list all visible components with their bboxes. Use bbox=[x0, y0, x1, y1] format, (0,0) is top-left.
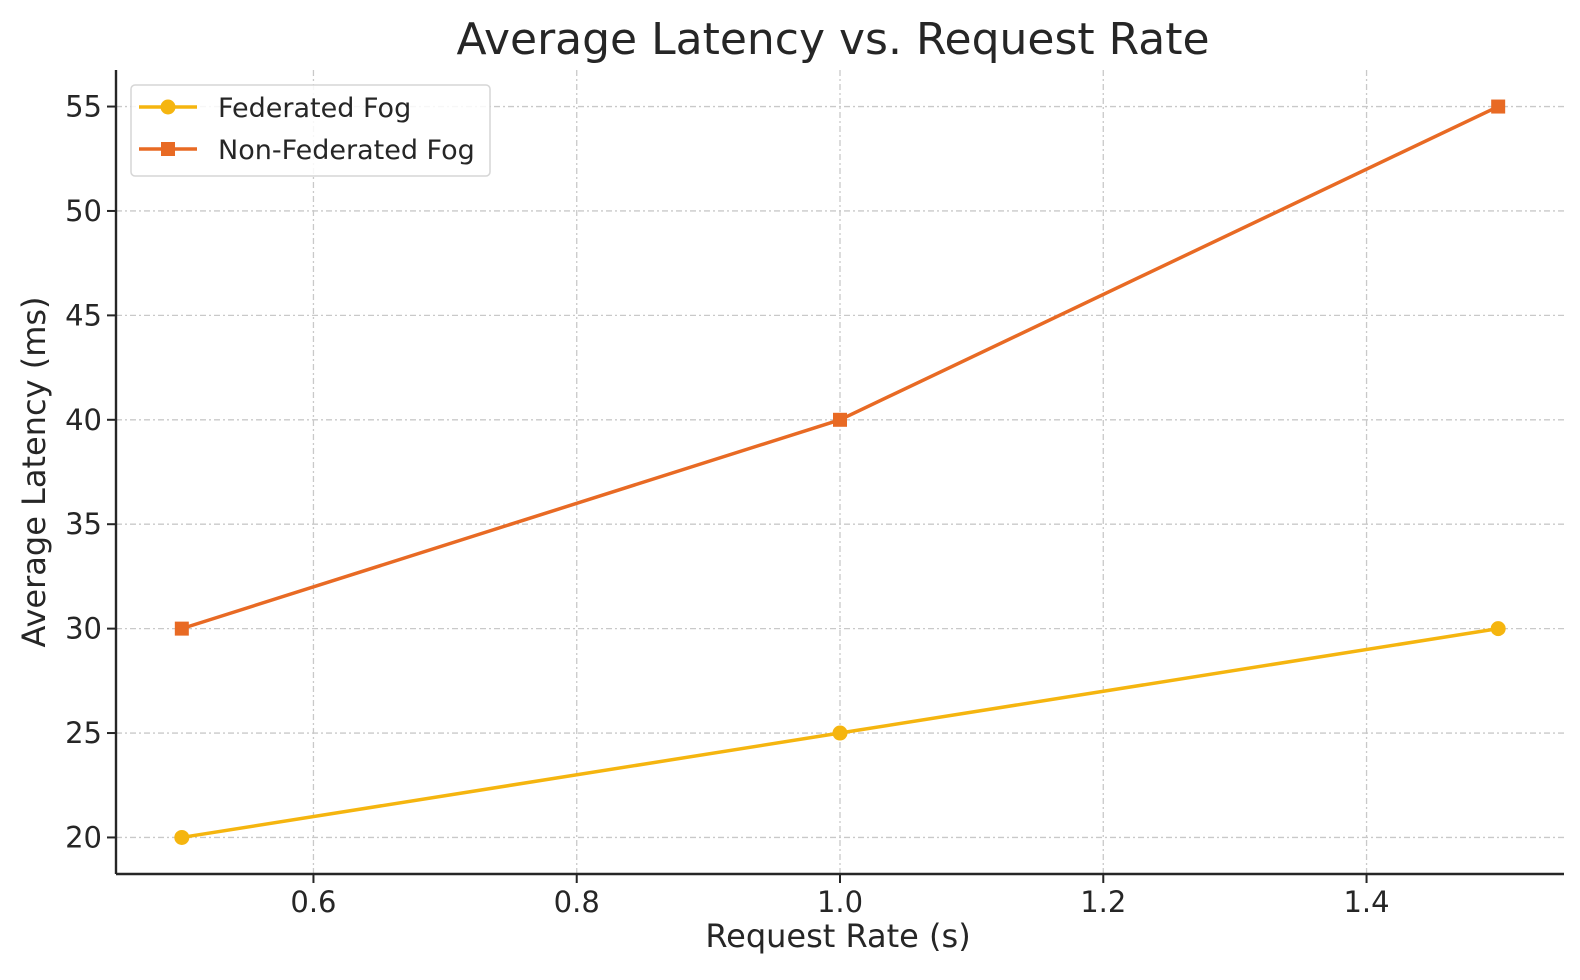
series-2 bbox=[174, 99, 1506, 636]
y-axis-label: Average Latency (ms) bbox=[15, 296, 53, 647]
data-point bbox=[833, 412, 847, 427]
series-1 bbox=[174, 621, 1506, 845]
data-point bbox=[174, 829, 190, 845]
x-tick-label: 1.0 bbox=[817, 885, 863, 919]
x-tick-label: 1.4 bbox=[1343, 885, 1389, 919]
series-layer bbox=[174, 99, 1506, 845]
y-tick-label: 45 bbox=[65, 298, 102, 332]
legend-item: Non-Federated Fog bbox=[139, 135, 475, 166]
y-tick-label: 50 bbox=[65, 194, 102, 228]
x-tick-label: 1.2 bbox=[1080, 885, 1126, 919]
legend-marker bbox=[161, 142, 175, 156]
data-point bbox=[832, 725, 848, 741]
data-point bbox=[174, 621, 189, 636]
legend-label: Non-Federated Fog bbox=[218, 135, 475, 166]
y-tick-label: 35 bbox=[65, 507, 102, 541]
x-axis-ticks: 0.6 0.8 1.0 1.2 1.4 bbox=[290, 874, 1390, 919]
legend-marker bbox=[160, 99, 176, 115]
x-axis-label: Request Rate (s) bbox=[705, 917, 970, 955]
data-point bbox=[1491, 99, 1506, 114]
y-tick-label: 55 bbox=[65, 90, 102, 124]
data-point bbox=[1490, 621, 1506, 637]
y-tick-label: 30 bbox=[65, 612, 102, 646]
grid bbox=[116, 70, 1564, 874]
y-axis-ticks: 20 25 30 35 40 45 50 55 bbox=[65, 90, 116, 854]
y-tick-label: 20 bbox=[65, 820, 102, 854]
chart-title: Average Latency vs. Request Rate bbox=[456, 14, 1209, 65]
x-tick-label: 0.6 bbox=[290, 885, 336, 919]
legend: Federated Fog Non-Federated Fog bbox=[130, 84, 491, 177]
legend-label: Federated Fog bbox=[218, 93, 411, 124]
legend-frame bbox=[130, 84, 491, 177]
legend-item: Federated Fog bbox=[139, 93, 411, 124]
y-tick-label: 25 bbox=[65, 716, 102, 750]
x-tick-label: 0.8 bbox=[554, 885, 600, 919]
y-tick-label: 40 bbox=[65, 403, 102, 437]
